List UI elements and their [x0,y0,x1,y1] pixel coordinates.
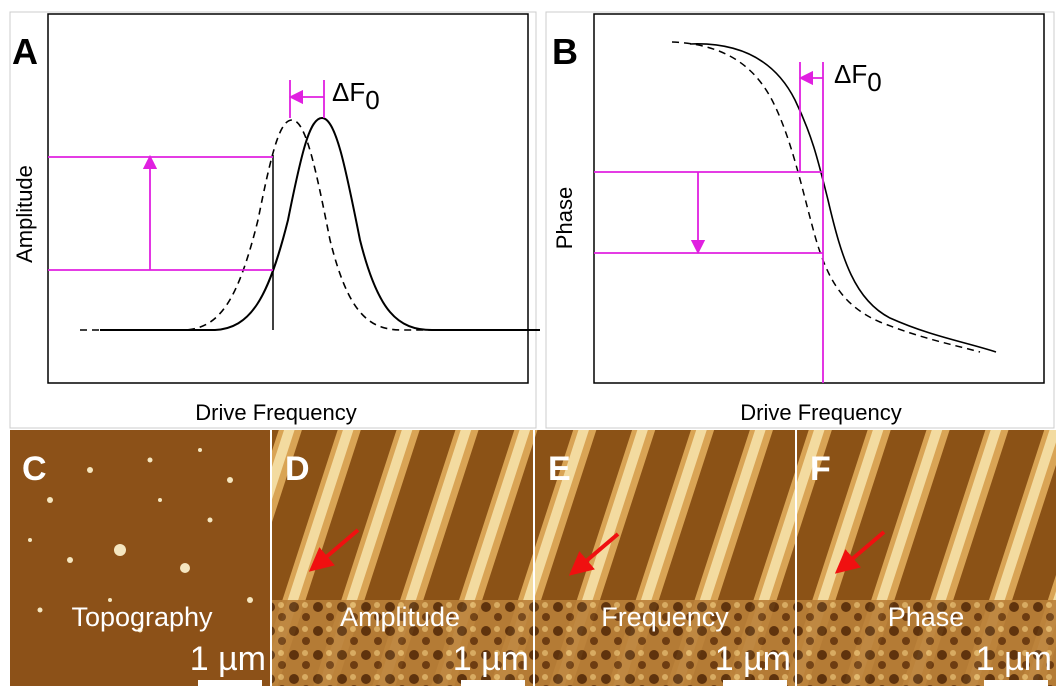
magenta-guides [594,62,824,383]
y-label: Phase [552,187,577,249]
annotation-subscript: 0 [365,85,379,115]
plot-box [47,13,529,384]
image-caption: Topography [71,602,213,632]
annotation-symbol: ΔF [332,77,365,107]
annotation-subscript: 0 [867,67,881,97]
magenta-guides [48,80,325,271]
panel-b: B Phase Drive Frequency ΔF0 [545,11,1055,429]
image-label: F [810,450,831,488]
scale-label: 1 µm [715,640,791,678]
dashed-curve [80,119,540,331]
annotation: ΔF0 [332,77,380,115]
panel-frame [545,11,1055,429]
scale-label: 1 µm [976,640,1052,678]
plot-box [593,13,1045,384]
solid-curve [689,43,997,353]
x-label: Drive Frequency [740,400,901,425]
annotation-symbol: ΔF [834,59,867,89]
x-label: Drive Frequency [195,400,356,425]
scale-label: 1 µm [190,640,266,678]
image-caption: Amplitude [340,602,460,632]
image-label: C [22,450,47,488]
y-label: Amplitude [12,165,37,263]
panel-frame [9,11,537,429]
annotation: ΔF0 [834,59,882,97]
image-d [272,430,533,686]
image-caption: Frequency [601,602,729,632]
image-label: D [285,450,310,488]
dashed-curve [671,41,981,353]
image-label: E [548,450,571,488]
image-e [535,430,795,686]
panel-a: A Amplitude Drive Frequency ΔF0 [9,11,540,429]
panel-label: B [552,31,578,72]
solid-curve [100,116,540,331]
panel-label: A [12,31,38,72]
image-c [10,430,270,686]
image-f [797,430,1056,686]
scale-bars [198,680,1048,686]
image-labels: C D E F Topography Amplitude Frequency P… [22,450,1052,686]
image-caption: Phase [888,602,965,632]
scale-label: 1 µm [453,640,529,678]
